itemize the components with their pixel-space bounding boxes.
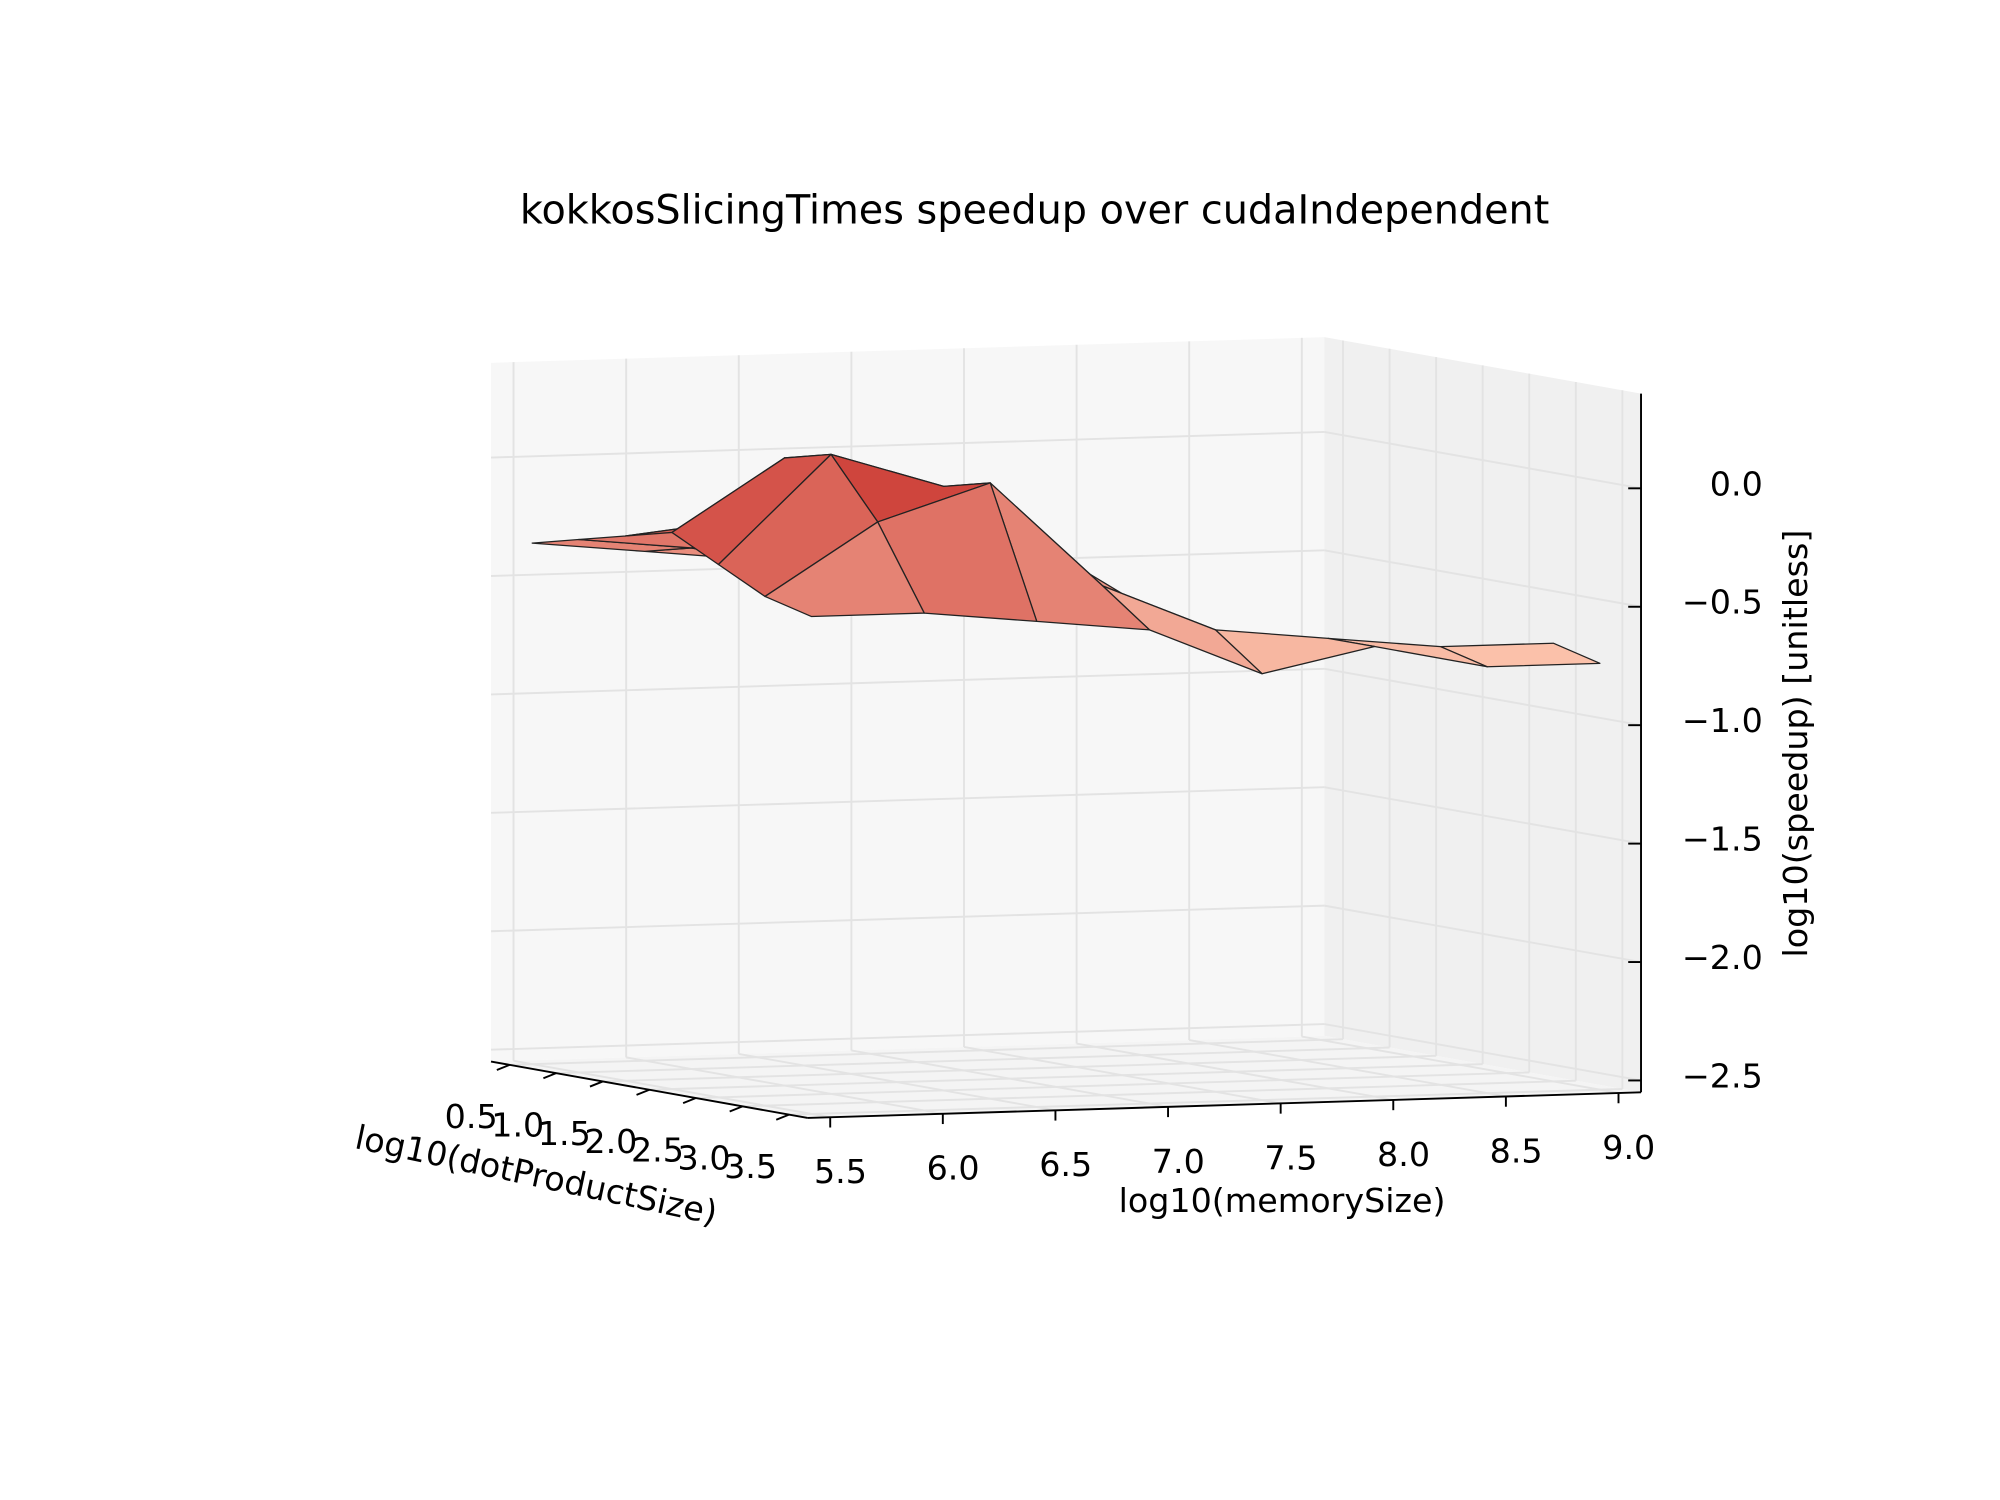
grid-line <box>1324 904 1642 963</box>
grid-line <box>490 786 1325 814</box>
grid-line <box>490 430 1325 459</box>
z-tick-label: 0.0 <box>1710 464 1763 503</box>
y-axis-label: log10(memorySize) <box>1119 1181 1446 1220</box>
y-tick-label: 5.5 <box>814 1152 867 1191</box>
grid-line <box>602 1054 1437 1083</box>
grid-line <box>695 1071 1530 1100</box>
x-tick <box>589 1080 604 1088</box>
x-tick <box>543 1072 557 1080</box>
x-tick-label: 0.5 <box>445 1097 498 1136</box>
x-tick-label: 2.0 <box>584 1122 637 1161</box>
y-axis <box>807 1091 1642 1119</box>
y-tick-label: 8.5 <box>1490 1131 1543 1170</box>
x-tick-label: 1.5 <box>538 1114 591 1153</box>
z-tick-label: −1.0 <box>1682 701 1763 740</box>
grid-line <box>490 667 1325 696</box>
x-tick <box>729 1105 743 1113</box>
grid-line <box>742 1079 1576 1108</box>
grid-line <box>1324 786 1642 845</box>
grid-line <box>490 1023 1325 1051</box>
grid-line <box>1324 549 1642 608</box>
y-tick-label: 7.0 <box>1152 1142 1205 1181</box>
x-tick <box>775 1113 790 1121</box>
x-tick-label: 3.0 <box>678 1139 731 1178</box>
grid-line <box>1324 667 1642 727</box>
z-tick-label: −1.5 <box>1682 820 1763 859</box>
x-tick <box>636 1088 650 1096</box>
chart-title: kokkosSlicingTimes speedup over cudaInde… <box>520 187 1549 233</box>
x-tick-label: 3.5 <box>724 1147 777 1186</box>
x-tick-label: 2.5 <box>631 1130 684 1169</box>
y-tick-label: 8.0 <box>1377 1135 1430 1174</box>
y-tick-label: 7.5 <box>1264 1138 1317 1177</box>
z-tick-label: −2.0 <box>1682 938 1763 977</box>
z-tick-label: −0.5 <box>1682 583 1763 622</box>
x-tick-label: 1.0 <box>491 1105 544 1144</box>
x-tick <box>496 1063 511 1071</box>
grid-line <box>789 1088 1623 1116</box>
back-pane <box>491 337 1325 1062</box>
z-axis-label: log10(speedup) [unitless] <box>1776 530 1815 958</box>
grid-line <box>490 904 1325 933</box>
surface-patch <box>764 521 925 618</box>
grid-line <box>649 1063 1483 1091</box>
z-tick-label: −2.5 <box>1682 1056 1763 1095</box>
grid-line <box>1324 1023 1642 1082</box>
x-tick <box>682 1097 697 1105</box>
grid-line <box>1324 430 1642 490</box>
y-tick-label: 9.0 <box>1602 1128 1655 1167</box>
grid-line <box>509 1038 1344 1066</box>
grid-line <box>556 1046 1390 1075</box>
y-tick-label: 6.5 <box>1039 1145 1092 1184</box>
y-tick-label: 6.0 <box>927 1149 980 1188</box>
